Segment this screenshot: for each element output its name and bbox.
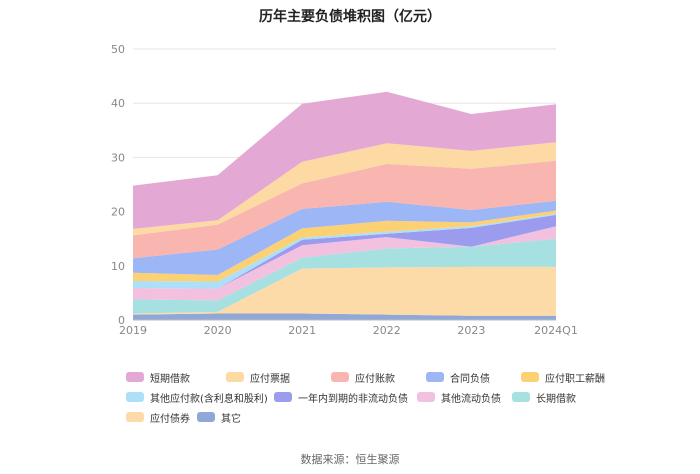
legend-label: 长期借款	[536, 393, 576, 405]
legend-label: 短期借款	[150, 373, 190, 385]
legend-label: 合同负债	[450, 373, 490, 385]
area-5	[133, 213, 556, 289]
legend-item[interactable]: 应付职工薪酬	[521, 370, 605, 385]
axes: 0 10 20 30 40 50 2019 2020 2021 2022 2023 2024Q1	[111, 43, 578, 337]
area-7	[133, 200, 556, 275]
legend-label: 应付职工薪酬	[545, 373, 605, 385]
legend-item[interactable]: 长期借款	[512, 390, 576, 405]
area-6	[133, 210, 556, 282]
x-tick-label: 2019	[119, 324, 147, 337]
legend-swatch	[126, 392, 144, 402]
legend-item[interactable]: 其他应付款(含利息和股利)	[126, 390, 268, 405]
legend-swatch	[331, 372, 349, 382]
x-tick-label: 2020	[204, 324, 232, 337]
legend-label: 应付票据	[250, 373, 290, 385]
y-tick-label: 0	[118, 314, 125, 327]
legend-swatch	[426, 372, 444, 382]
legend-item[interactable]: 应付票据	[226, 370, 290, 385]
y-tick-label: 40	[111, 97, 125, 110]
legend-label: 其它	[221, 413, 241, 425]
source-note: 数据来源：恒生聚源	[300, 453, 400, 466]
legend-item[interactable]: 应付账款	[331, 370, 395, 385]
area-3	[133, 226, 556, 301]
area-0	[133, 313, 556, 320]
legend-item[interactable]: 其他流动负债	[417, 390, 501, 405]
area-series	[133, 91, 556, 320]
area-9	[133, 142, 556, 236]
legend-swatch	[521, 372, 539, 382]
legend-swatch	[126, 412, 144, 422]
legend-label: 一年内到期的非流动负债	[298, 393, 408, 405]
x-tick-label: 2024Q1	[534, 324, 578, 337]
legend-swatch	[512, 392, 530, 402]
legend-item[interactable]: 合同负债	[426, 370, 490, 385]
x-tick-label: 2022	[373, 324, 401, 337]
area-10	[133, 91, 556, 229]
legend-item[interactable]: 其它	[197, 410, 241, 425]
area-8	[133, 160, 556, 259]
legend-swatch	[126, 372, 144, 382]
y-tick-label: 50	[111, 43, 125, 56]
y-tick-label: 10	[111, 260, 125, 273]
legend-label: 应付账款	[355, 373, 395, 385]
legend-swatch	[226, 372, 244, 382]
legend-label: 其他流动负债	[441, 393, 501, 405]
legend-swatch	[274, 392, 292, 402]
legend-item[interactable]: 应付债券	[126, 410, 190, 425]
y-tick-label: 30	[111, 151, 125, 164]
legend-swatch	[197, 412, 215, 422]
legend-label: 应付债券	[150, 413, 190, 425]
legend-item[interactable]: 一年内到期的非流动负债	[274, 390, 408, 405]
legend-item[interactable]: 短期借款	[126, 370, 190, 385]
area-2	[133, 238, 556, 314]
area-1	[133, 266, 556, 316]
x-tick-label: 2021	[288, 324, 316, 337]
area-4	[133, 214, 556, 289]
y-tick-label: 20	[111, 206, 125, 219]
x-tick-label: 2023	[457, 324, 485, 337]
chart-title: 历年主要负债堆积图（亿元）	[259, 9, 441, 25]
legend-swatch	[417, 392, 435, 402]
legend-label: 其他应付款(含利息和股利)	[150, 393, 268, 405]
